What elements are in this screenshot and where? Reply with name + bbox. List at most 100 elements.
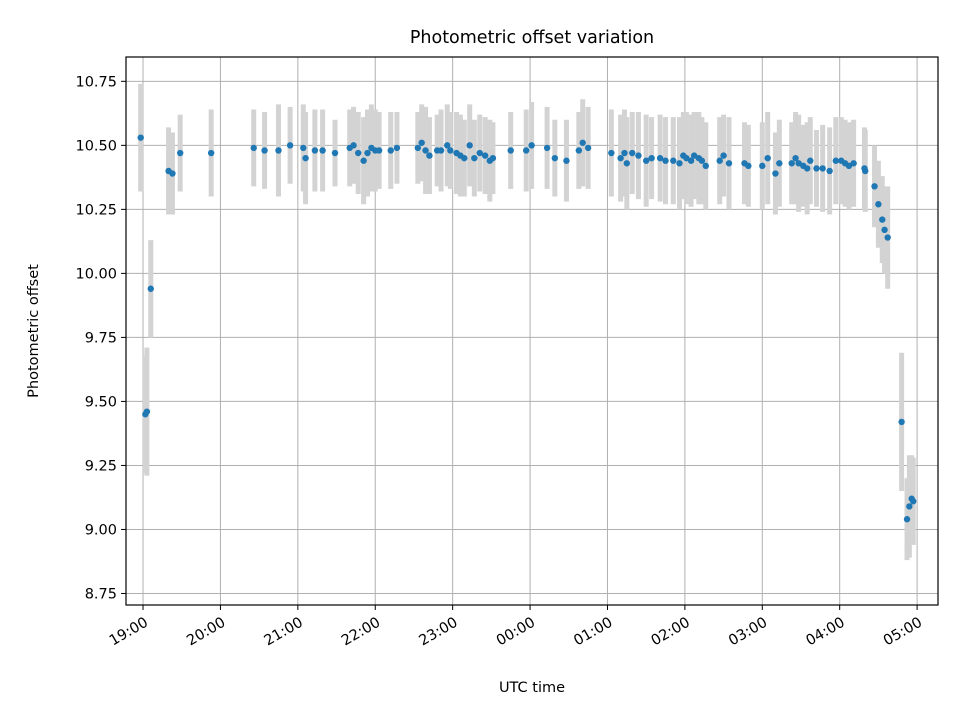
data-point xyxy=(461,154,468,162)
data-point xyxy=(360,157,367,164)
data-point xyxy=(147,285,154,292)
data-point xyxy=(764,154,771,162)
data-point xyxy=(286,142,294,149)
x-tick-label: 21:00 xyxy=(262,615,306,650)
data-point xyxy=(250,144,257,152)
data-point xyxy=(807,157,814,164)
y-tick-label: 9.25 xyxy=(85,458,117,474)
data-point xyxy=(543,144,551,152)
data-point xyxy=(621,149,628,157)
data-point xyxy=(489,154,497,162)
data-point xyxy=(884,234,891,241)
data-point xyxy=(676,160,683,167)
data-point xyxy=(725,160,733,167)
data-point xyxy=(608,149,615,157)
data-point xyxy=(862,167,869,175)
data-point xyxy=(776,160,783,167)
y-tick-label: 10.50 xyxy=(75,138,117,154)
data-point xyxy=(579,139,586,146)
data-point xyxy=(444,142,451,149)
data-point xyxy=(176,149,184,157)
data-point xyxy=(447,147,454,154)
data-point xyxy=(522,147,530,154)
data-point xyxy=(387,147,394,154)
x-tick-label: 23:00 xyxy=(416,615,460,650)
data-point xyxy=(819,165,826,172)
data-point xyxy=(355,149,362,157)
data-point xyxy=(792,154,799,162)
x-tick-label: 22:00 xyxy=(339,615,383,650)
x-tick-label: 05:00 xyxy=(881,615,925,650)
data-point xyxy=(871,183,878,190)
x-tick-label: 04:00 xyxy=(803,615,847,650)
data-point xyxy=(670,157,677,164)
data-point xyxy=(563,157,570,164)
x-tick-label: 19:00 xyxy=(107,615,151,650)
y-axis-ticks: 8.75 9.00 9.25 9.50 9.75 10.00 10.25 10.50 10.75 xyxy=(75,74,126,602)
data-point xyxy=(261,147,268,154)
data-point xyxy=(903,516,911,523)
data-point xyxy=(656,154,664,162)
data-point xyxy=(813,165,820,172)
data-point xyxy=(662,157,669,164)
data-point xyxy=(759,162,766,170)
data-point xyxy=(528,142,535,149)
data-point xyxy=(906,503,913,510)
data-point xyxy=(426,152,433,159)
plot-frame xyxy=(125,56,939,606)
data-point xyxy=(207,149,215,157)
data-point xyxy=(642,157,650,164)
data-point xyxy=(319,147,326,154)
data-point xyxy=(350,142,357,149)
data-point xyxy=(481,152,489,159)
y-gridlines xyxy=(126,80,938,594)
data-point xyxy=(720,152,727,159)
data-point xyxy=(466,142,473,149)
data-point xyxy=(635,152,642,159)
x-tick-label: 00:00 xyxy=(494,615,538,650)
data-point xyxy=(584,144,592,152)
data-point xyxy=(850,160,857,167)
data-point xyxy=(881,226,888,234)
data-point xyxy=(745,162,752,170)
y-tick-label: 10.75 xyxy=(75,74,117,90)
chart-title: Photometric offset variation xyxy=(410,28,654,48)
y-tick-label: 9.75 xyxy=(85,330,117,346)
y-tick-label: 9.50 xyxy=(85,394,117,410)
data-point xyxy=(617,154,624,162)
data-point xyxy=(311,147,319,154)
data-point xyxy=(437,147,445,154)
data-point xyxy=(414,144,422,152)
data-point xyxy=(803,165,811,172)
x-tick-label: 20:00 xyxy=(184,615,228,650)
data-point xyxy=(832,157,840,164)
data-point xyxy=(169,170,176,177)
data-point xyxy=(507,147,514,154)
data-point xyxy=(300,144,307,152)
data-point xyxy=(375,147,383,154)
data-point xyxy=(875,201,882,208)
y-tick-label: 10.00 xyxy=(75,266,117,282)
data-point xyxy=(471,154,478,162)
data-point xyxy=(648,154,655,162)
y-tick-label: 10.25 xyxy=(75,202,117,218)
data-point xyxy=(716,157,723,164)
data-point xyxy=(623,160,631,167)
data-point xyxy=(476,149,483,157)
x-axis-ticks: 19:00 20:00 21:00 22:00 23:00 00:00 01:00 02:00… xyxy=(107,605,925,649)
data-point xyxy=(393,144,401,152)
x-axis-title: UTC time xyxy=(499,680,565,696)
data-points xyxy=(137,134,917,523)
data-point xyxy=(898,418,905,426)
x-tick-label: 02:00 xyxy=(649,615,693,650)
data-point xyxy=(698,157,706,164)
y-axis-title: Photometric offset xyxy=(26,264,42,398)
data-point xyxy=(575,147,583,154)
data-point xyxy=(364,149,371,157)
error-bars xyxy=(138,83,916,561)
data-point xyxy=(137,134,144,141)
data-point xyxy=(418,139,425,146)
data-point xyxy=(826,167,833,175)
data-point xyxy=(702,162,709,170)
